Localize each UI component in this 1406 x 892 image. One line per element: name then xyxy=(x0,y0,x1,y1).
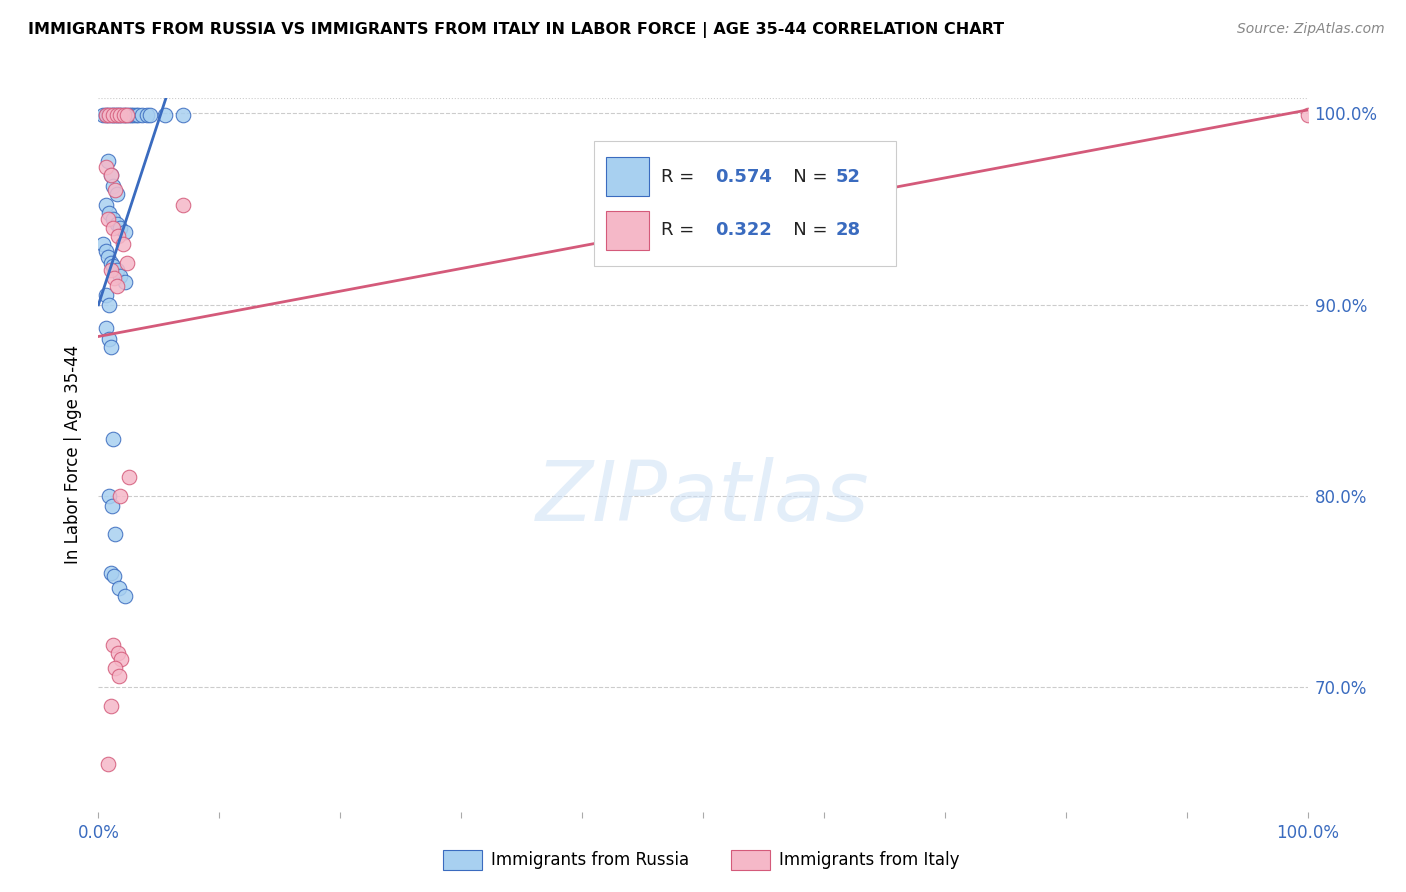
Point xyxy=(100,263,122,277)
Point xyxy=(105,218,128,232)
Point xyxy=(172,108,194,122)
Point xyxy=(101,432,124,446)
Point xyxy=(108,581,131,595)
Point xyxy=(110,651,132,665)
Point xyxy=(104,661,127,675)
FancyBboxPatch shape xyxy=(595,141,897,266)
Point xyxy=(105,186,128,201)
Point xyxy=(94,108,117,122)
Point xyxy=(105,108,128,122)
Text: 0.322: 0.322 xyxy=(716,221,772,239)
Point xyxy=(100,566,122,580)
Point xyxy=(103,271,125,285)
Point xyxy=(120,108,142,122)
Point xyxy=(118,108,141,122)
Point xyxy=(98,489,121,503)
Point xyxy=(112,108,135,122)
Point xyxy=(100,699,122,714)
Y-axis label: In Labor Force | Age 35-44: In Labor Force | Age 35-44 xyxy=(65,345,83,565)
Point xyxy=(114,225,136,239)
Point xyxy=(101,221,124,235)
Point xyxy=(105,108,128,122)
Point xyxy=(97,154,120,169)
Text: 28: 28 xyxy=(837,221,860,239)
Point xyxy=(94,288,117,302)
Point xyxy=(108,268,131,283)
Point xyxy=(118,470,141,484)
Point xyxy=(114,589,136,603)
Point xyxy=(100,499,122,513)
Point xyxy=(108,489,131,503)
Text: 52: 52 xyxy=(837,168,860,186)
Point xyxy=(1296,108,1319,122)
Point xyxy=(127,108,149,122)
FancyBboxPatch shape xyxy=(606,211,648,250)
FancyBboxPatch shape xyxy=(606,157,648,196)
Point xyxy=(122,108,145,122)
Point xyxy=(91,108,114,122)
Point xyxy=(100,108,122,122)
Point xyxy=(111,236,134,251)
Text: R =: R = xyxy=(661,221,700,239)
Point xyxy=(108,108,131,122)
Point xyxy=(110,108,132,122)
Point xyxy=(104,108,127,122)
Point xyxy=(94,244,117,259)
Point xyxy=(100,340,122,354)
Text: ZIPatlas: ZIPatlas xyxy=(536,458,870,538)
Point xyxy=(105,263,128,277)
Point xyxy=(104,527,127,541)
Text: N =: N = xyxy=(776,221,832,239)
Text: N =: N = xyxy=(776,168,832,186)
Point xyxy=(101,260,124,274)
Point xyxy=(108,669,131,683)
Point xyxy=(94,320,117,334)
Point xyxy=(94,198,117,212)
Point xyxy=(98,298,121,312)
Text: IMMIGRANTS FROM RUSSIA VS IMMIGRANTS FROM ITALY IN LABOR FORCE | AGE 35-44 CORRE: IMMIGRANTS FROM RUSSIA VS IMMIGRANTS FRO… xyxy=(28,22,1004,38)
Point xyxy=(91,236,114,251)
Point xyxy=(125,108,148,122)
Text: Immigrants from Italy: Immigrants from Italy xyxy=(779,851,959,869)
Point xyxy=(107,646,129,660)
Point xyxy=(94,160,117,174)
Point xyxy=(103,569,125,583)
Point xyxy=(114,275,136,289)
Text: 0.574: 0.574 xyxy=(716,168,772,186)
Point xyxy=(117,255,139,269)
Point xyxy=(97,108,120,122)
Text: R =: R = xyxy=(661,168,700,186)
Point xyxy=(101,108,124,122)
Text: Source: ZipAtlas.com: Source: ZipAtlas.com xyxy=(1237,22,1385,37)
Point xyxy=(97,250,120,264)
Point xyxy=(98,332,121,346)
Point xyxy=(115,108,138,122)
Point xyxy=(100,168,122,182)
Point xyxy=(100,168,122,182)
Point xyxy=(139,108,162,122)
Point xyxy=(101,638,124,652)
Point xyxy=(135,108,157,122)
Point xyxy=(153,108,176,122)
Point xyxy=(98,108,121,122)
Text: Immigrants from Russia: Immigrants from Russia xyxy=(491,851,689,869)
Point xyxy=(104,183,127,197)
Point xyxy=(98,206,121,220)
Point xyxy=(101,179,124,194)
Point xyxy=(112,108,135,122)
Point xyxy=(100,255,122,269)
Point xyxy=(108,108,131,122)
Point xyxy=(97,211,120,226)
Point xyxy=(117,108,139,122)
Point xyxy=(105,278,128,293)
Point xyxy=(101,108,124,122)
Point xyxy=(131,108,153,122)
Point xyxy=(172,198,194,212)
Point xyxy=(94,108,117,122)
Point xyxy=(101,211,124,226)
Point xyxy=(108,221,131,235)
Point xyxy=(97,756,120,771)
Point xyxy=(107,228,129,243)
